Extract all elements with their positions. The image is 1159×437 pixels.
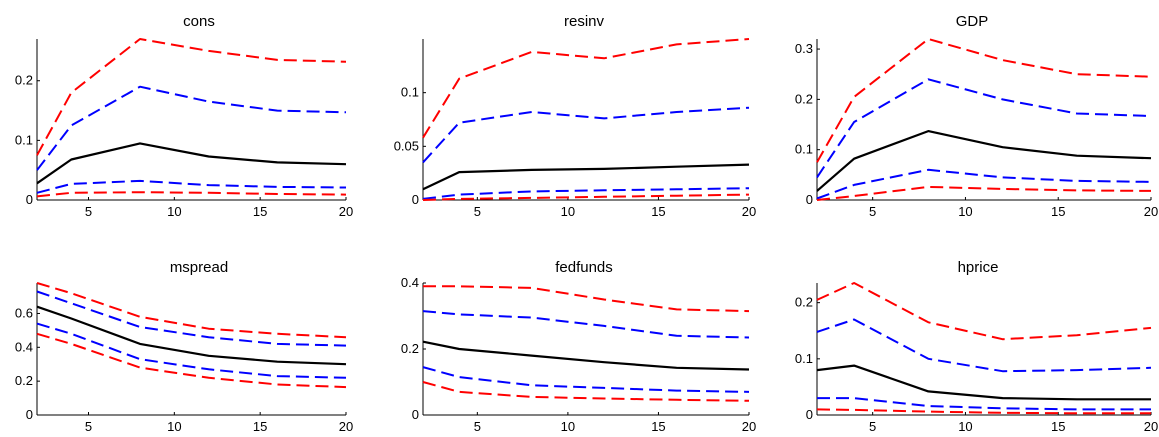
y-tick-label: 0.3 — [795, 41, 813, 56]
panel-title: resinv — [564, 13, 605, 30]
y-tick-label: 0.1 — [795, 351, 813, 366]
x-tick-label: 10 — [167, 419, 181, 434]
y-tick-label: 0.1 — [795, 142, 813, 157]
x-tick-label: 15 — [1051, 419, 1065, 434]
panel-resinv: resinv 0 0.05 0.1 5 10 15 20 — [394, 13, 757, 219]
x-tick-label: 10 — [561, 204, 575, 219]
y-tick-label: 0.2 — [15, 73, 33, 88]
outer-line — [36, 332, 347, 389]
outer-line — [816, 282, 1152, 341]
outer-line — [816, 185, 1152, 201]
x-tick-label: 10 — [958, 204, 972, 219]
x-tick-label: 5 — [869, 204, 876, 219]
y-tick-label: 0.6 — [15, 305, 33, 320]
outer-line — [423, 285, 750, 313]
panel-title: GDP — [956, 13, 989, 30]
point-line — [36, 142, 347, 185]
outer-line — [422, 381, 750, 402]
x-tick-label: 20 — [339, 204, 353, 219]
x-tick-label: 15 — [651, 419, 665, 434]
y-tick-label: 0.05 — [394, 138, 419, 153]
x-tick-label: 15 — [1051, 204, 1065, 219]
y-tick-label: 0.2 — [15, 373, 33, 388]
inner-line — [816, 78, 1152, 178]
point-line — [816, 364, 1151, 401]
x-tick-label: 5 — [474, 204, 481, 219]
y-tick-label: 0 — [26, 192, 33, 207]
inner-line — [36, 290, 347, 347]
outer-line — [422, 38, 750, 139]
plot-area: 0 0.1 0.2 5 10 15 20 — [15, 38, 353, 219]
inner-line — [816, 168, 1152, 200]
y-tick-label: 0 — [412, 407, 419, 422]
plot-area: 0 0.1 0.2 5 10 15 20 — [795, 282, 1158, 434]
point-line — [422, 163, 750, 191]
x-tick-label: 15 — [253, 204, 267, 219]
x-tick-label: 5 — [85, 204, 92, 219]
plot-area: 0 0.05 0.1 5 10 15 20 — [394, 38, 756, 219]
inner-line — [422, 366, 750, 393]
inner-line — [36, 85, 347, 171]
panel-title: fedfunds — [555, 259, 613, 276]
x-tick-label: 10 — [167, 204, 181, 219]
y-tick-label: 0 — [412, 192, 419, 207]
panel-gdp: GDP 0 0.1 0.2 0.3 5 10 15 20 — [795, 13, 1158, 219]
panel-cons: cons 0 0.1 0.2 5 10 15 20 — [15, 13, 353, 219]
x-tick-label: 15 — [651, 204, 665, 219]
panel-title: mspread — [170, 259, 228, 276]
x-tick-label: 20 — [742, 204, 756, 219]
x-tick-label: 5 — [869, 419, 876, 434]
outer-line — [816, 38, 1152, 163]
y-tick-label: 0.1 — [15, 132, 33, 147]
y-tick-label: 0.1 — [401, 85, 419, 100]
inner-line — [36, 322, 347, 379]
y-tick-label: 0.2 — [795, 91, 813, 106]
panel-title: hprice — [958, 259, 999, 276]
inner-line — [816, 318, 1152, 373]
outer-line — [36, 38, 347, 156]
outer-line — [36, 191, 347, 198]
y-tick-label: 0.2 — [401, 341, 419, 356]
x-tick-label: 15 — [253, 419, 267, 434]
outer-line — [816, 408, 1151, 415]
inner-line — [36, 179, 347, 194]
panel-hprice: hprice 0 0.1 0.2 5 10 15 20 — [795, 259, 1158, 434]
x-tick-label: 20 — [1144, 204, 1158, 219]
x-tick-label: 5 — [474, 419, 481, 434]
x-tick-label: 20 — [1144, 419, 1158, 434]
panel-mspread: mspread 0 0.2 0.4 0.6 5 10 15 20 — [15, 259, 353, 434]
y-tick-label: 0 — [806, 192, 813, 207]
y-tick-label: 0.4 — [401, 275, 419, 290]
plot-area: 0 0.2 0.4 5 10 15 20 — [401, 275, 756, 434]
outer-line — [36, 282, 347, 339]
plot-area: 0 0.1 0.2 0.3 5 10 15 20 — [795, 38, 1158, 219]
inner-line — [422, 310, 750, 339]
inner-line — [817, 397, 1151, 411]
x-tick-label: 20 — [742, 419, 756, 434]
y-tick-label: 0.2 — [795, 295, 813, 310]
panel-fedfunds: fedfunds 0 0.2 0.4 5 10 15 20 — [401, 259, 756, 434]
point-line — [422, 340, 750, 371]
x-tick-label: 20 — [339, 419, 353, 434]
y-tick-label: 0 — [26, 407, 33, 422]
plot-area: 0 0.2 0.4 0.6 5 10 15 20 — [15, 282, 353, 434]
x-tick-label: 5 — [85, 419, 92, 434]
inner-line — [422, 187, 750, 200]
point-line — [36, 305, 347, 366]
y-tick-label: 0 — [806, 407, 813, 422]
inner-line — [422, 106, 750, 164]
x-tick-label: 10 — [958, 419, 972, 434]
panel-title: cons — [183, 13, 215, 30]
x-tick-label: 10 — [561, 419, 575, 434]
point-line — [816, 130, 1152, 192]
outer-line — [422, 193, 750, 201]
y-tick-label: 0.4 — [15, 339, 33, 354]
